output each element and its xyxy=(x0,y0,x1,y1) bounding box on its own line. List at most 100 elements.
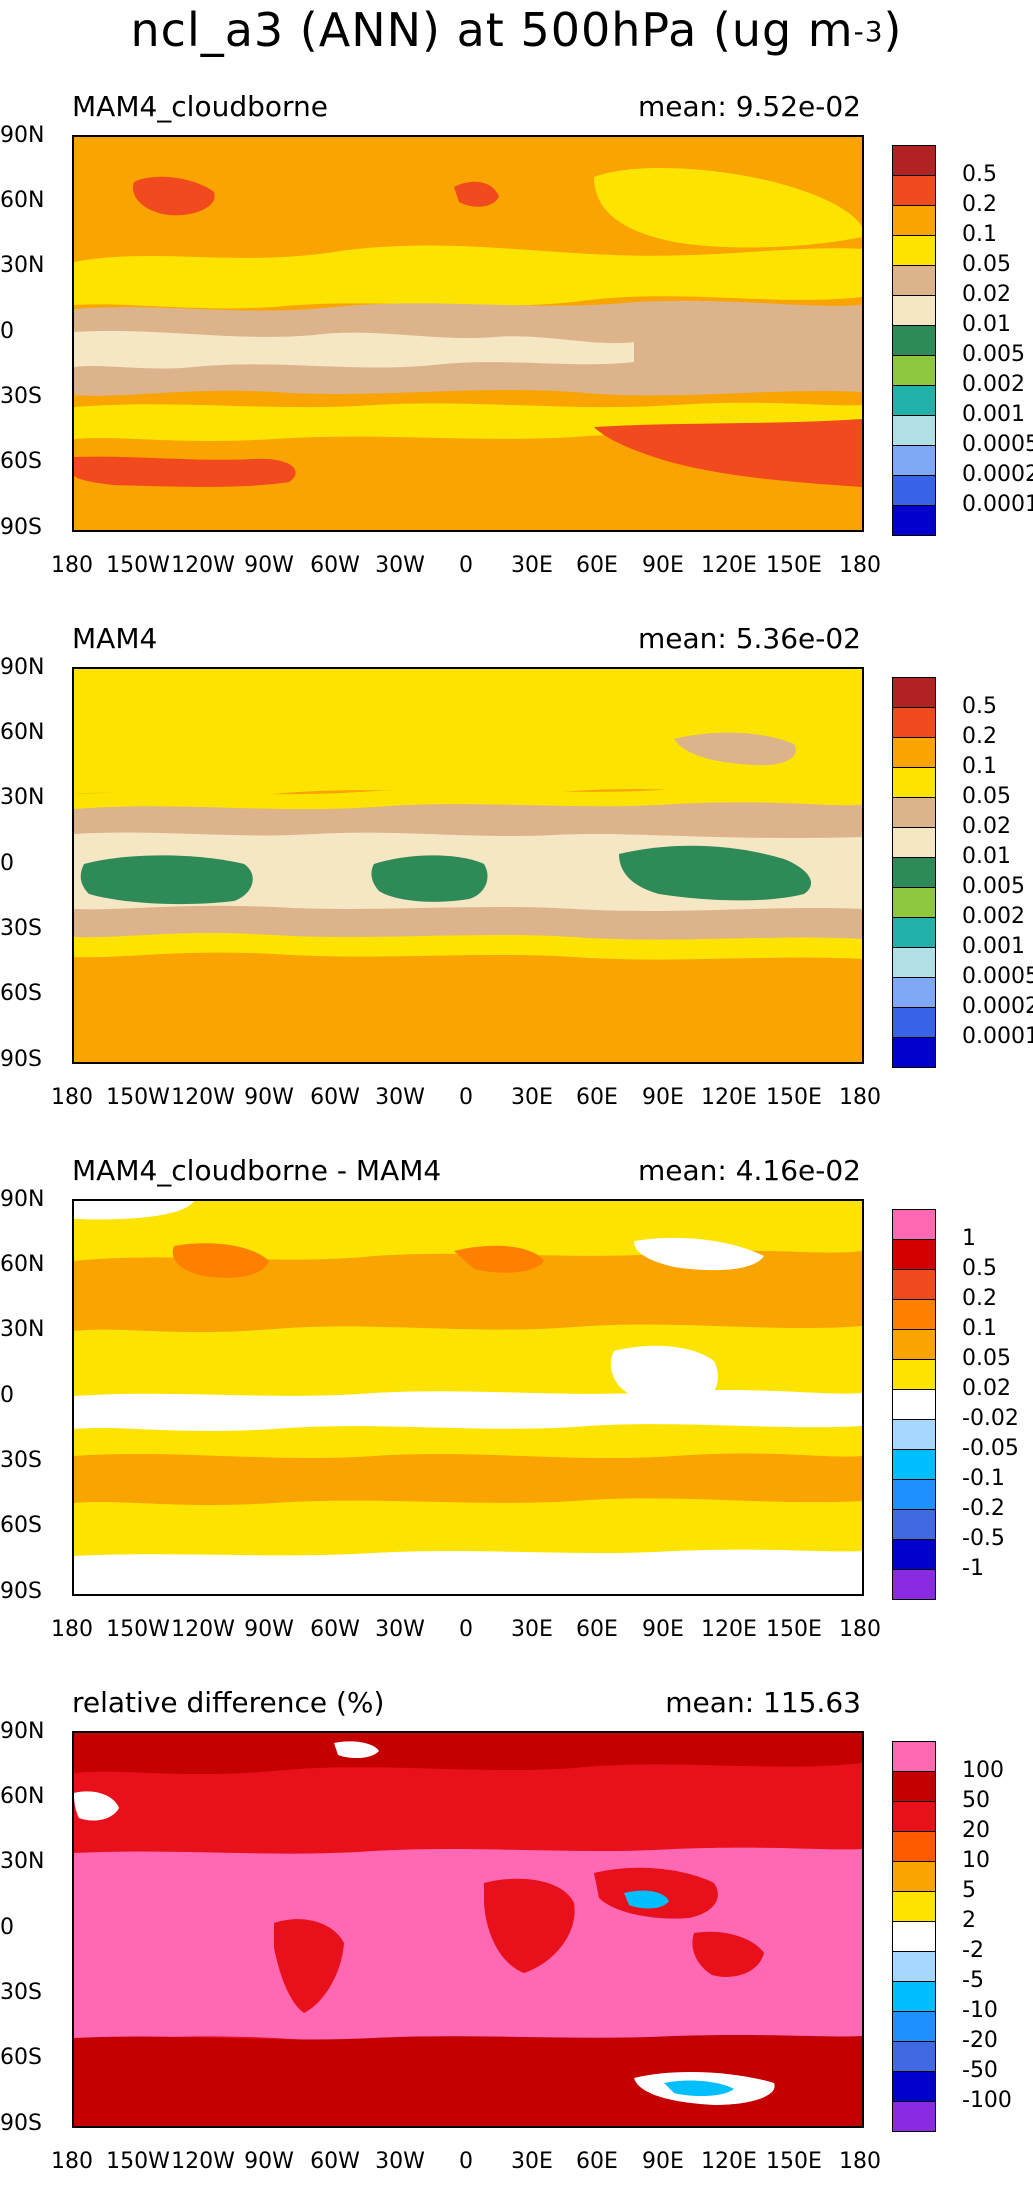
map-field xyxy=(74,1201,862,1594)
colorbar-swatch xyxy=(892,1389,936,1420)
colorbar-label: 0.0001 xyxy=(962,492,1033,517)
lon-label: 0 xyxy=(459,1085,473,1110)
lon-label: 0 xyxy=(459,553,473,578)
colorbar-label: 0.5 xyxy=(962,1256,997,1281)
lon-label: 30W xyxy=(375,1617,425,1642)
colorbar-swatch xyxy=(892,415,936,446)
colorbar-swatch xyxy=(892,385,936,416)
lon-label: 0 xyxy=(459,1617,473,1642)
lon-label: 90E xyxy=(642,553,684,578)
lon-label: 90E xyxy=(642,1085,684,1110)
colorbar-label: 0.01 xyxy=(962,312,1011,337)
colorbar-label: 0.0005 xyxy=(962,964,1033,989)
lon-label: 180 xyxy=(839,1085,881,1110)
panel-relative-difference: relative difference (%) mean: 115.63 90N… xyxy=(0,1681,1033,2201)
lat-label: 90S xyxy=(0,515,42,540)
colorbar-label: 50 xyxy=(962,1788,990,1813)
lon-label: 60W xyxy=(310,553,360,578)
lon-label: 150E xyxy=(766,1085,822,1110)
lat-label: 0 xyxy=(0,851,14,876)
colorbar-swatch xyxy=(892,445,936,476)
colorbar-swatch xyxy=(892,1037,936,1068)
colorbar-swatch xyxy=(892,887,936,918)
colorbar-swatch xyxy=(892,707,936,738)
lon-label: 150W xyxy=(106,1085,170,1110)
lon-label: 180 xyxy=(51,1617,93,1642)
colorbar-swatch xyxy=(892,1539,936,1570)
colorbar xyxy=(892,145,938,536)
lon-label: 120E xyxy=(701,553,757,578)
lat-label: 30S xyxy=(0,1448,42,1473)
colorbar-label: 100 xyxy=(962,1758,1004,1783)
colorbar-label: 0.05 xyxy=(962,1346,1011,1371)
lon-label: 150W xyxy=(106,2149,170,2174)
lon-label: 60E xyxy=(576,553,618,578)
panel-mean: mean: 115.63 xyxy=(665,1686,861,1719)
colorbar-label: -0.2 xyxy=(962,1496,1005,1521)
colorbar-label: -2 xyxy=(962,1938,984,1963)
colorbar-swatch xyxy=(892,1569,936,1600)
lon-label: 60W xyxy=(310,1085,360,1110)
panel-mean: mean: 5.36e-02 xyxy=(637,622,861,655)
colorbar-swatch xyxy=(892,1209,936,1240)
colorbar-swatch xyxy=(892,2071,936,2102)
colorbar-label: 0.01 xyxy=(962,844,1011,869)
colorbar-swatch xyxy=(892,475,936,506)
lat-label: 60N xyxy=(0,188,45,213)
colorbar-label: 0.005 xyxy=(962,342,1025,367)
lat-label: 90N xyxy=(0,655,45,680)
lat-label: 60N xyxy=(0,720,45,745)
lat-label: 0 xyxy=(0,1915,14,1940)
lat-label: 60S xyxy=(0,2045,42,2070)
lon-label: 30W xyxy=(375,2149,425,2174)
colorbar-swatch xyxy=(892,1891,936,1922)
colorbar-swatch xyxy=(892,235,936,266)
colorbar-swatch xyxy=(892,1419,936,1450)
lon-label: 60E xyxy=(576,1617,618,1642)
lon-label: 60W xyxy=(310,1617,360,1642)
lon-label: 90E xyxy=(642,1617,684,1642)
colorbar-label: 0.2 xyxy=(962,192,997,217)
colorbar-label: -50 xyxy=(962,2058,998,2083)
colorbar-label: 10 xyxy=(962,1848,990,1873)
colorbar-swatch xyxy=(892,947,936,978)
map-plot xyxy=(72,1199,864,1596)
lon-label: 180 xyxy=(51,1085,93,1110)
lon-label: 120E xyxy=(701,1617,757,1642)
colorbar-swatch xyxy=(892,677,936,708)
colorbar-label: 0.0002 xyxy=(962,462,1033,487)
lon-label: 60W xyxy=(310,2149,360,2174)
colorbar-label: -100 xyxy=(962,2088,1012,2113)
panel-difference: MAM4_cloudborne - MAM4 mean: 4.16e-02 90… xyxy=(0,1149,1033,1669)
colorbar-label: 2 xyxy=(962,1908,976,1933)
colorbar-swatch xyxy=(892,295,936,326)
colorbar-label: 0.02 xyxy=(962,814,1011,839)
colorbar-label: -1 xyxy=(962,1556,984,1581)
lon-label: 180 xyxy=(839,2149,881,2174)
lat-label: 30S xyxy=(0,384,42,409)
colorbar-swatch xyxy=(892,205,936,236)
colorbar-swatch xyxy=(892,767,936,798)
colorbar-swatch xyxy=(892,145,936,176)
colorbar-swatch xyxy=(892,265,936,296)
colorbar-label: 0.2 xyxy=(962,1286,997,1311)
colorbar-label: 0.001 xyxy=(962,934,1025,959)
colorbar-label: -20 xyxy=(962,2028,998,2053)
colorbar-label: 0.1 xyxy=(962,1316,997,1341)
lat-label: 60S xyxy=(0,1513,42,1538)
figure-title: ncl_a3 (ANN) at 500hPa (ug m-3) xyxy=(0,0,1033,60)
colorbar-swatch xyxy=(892,1509,936,1540)
map-plot xyxy=(72,135,864,532)
lon-label: 90W xyxy=(244,1085,294,1110)
colorbar-swatch xyxy=(892,1239,936,1270)
colorbar-label: -0.02 xyxy=(962,1406,1019,1431)
lon-label: 30E xyxy=(511,1085,553,1110)
lon-label: 150W xyxy=(106,1617,170,1642)
lat-label: 60N xyxy=(0,1784,45,1809)
colorbar-swatch xyxy=(892,797,936,828)
lon-label: 30E xyxy=(511,1617,553,1642)
lon-label: 120W xyxy=(171,2149,235,2174)
colorbar-swatch xyxy=(892,2101,936,2132)
lon-label: 60E xyxy=(576,1085,618,1110)
colorbar-swatch xyxy=(892,355,936,386)
